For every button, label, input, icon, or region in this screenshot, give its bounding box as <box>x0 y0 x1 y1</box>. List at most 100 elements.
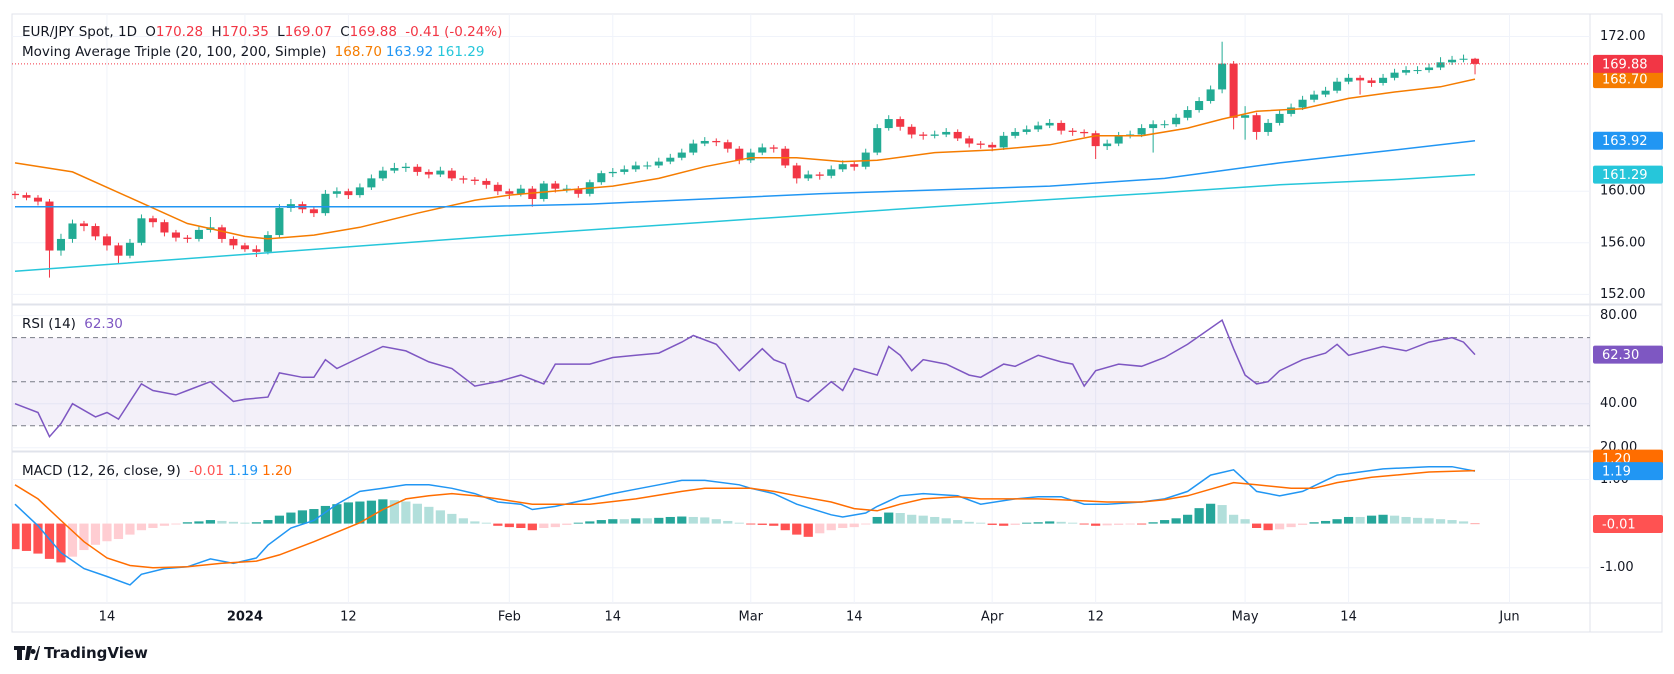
candle-body <box>332 191 341 194</box>
histogram-bar <box>550 523 560 528</box>
candle-body <box>263 235 272 252</box>
histogram-bar <box>769 523 779 526</box>
candle-body <box>1080 131 1089 134</box>
price-legend: EUR/JPY Spot, 1D O170.28 H170.35 L169.07… <box>22 24 506 40</box>
candle-body <box>1459 58 1468 60</box>
rsi-value: 62.30 <box>84 316 123 332</box>
candle-body <box>1425 67 1434 71</box>
histogram-bar <box>953 520 963 524</box>
histogram-bar <box>205 520 216 524</box>
candle-body <box>1011 131 1020 136</box>
candle-body <box>792 165 801 179</box>
histogram-bar <box>907 514 917 524</box>
candle-body <box>827 169 836 176</box>
histogram-bar <box>1240 519 1250 524</box>
histogram-bar <box>125 523 135 535</box>
histogram-bar <box>803 523 813 537</box>
ma-value: 163.92 <box>385 44 434 60</box>
candle-body <box>1390 72 1399 78</box>
histogram-bar <box>1102 523 1112 526</box>
indicator-line <box>15 139 1476 208</box>
y-tick-label: 152.00 <box>1600 287 1646 302</box>
change: -0.41 <box>405 24 441 40</box>
histogram-bar <box>1010 523 1020 525</box>
candle-body <box>344 191 353 196</box>
candle-body <box>620 169 629 172</box>
histogram-bar <box>493 523 503 526</box>
indicator-line <box>14 465 1476 586</box>
candle-body <box>735 148 744 161</box>
histogram-bar <box>642 518 652 524</box>
histogram-bar <box>136 523 147 531</box>
histogram-bar <box>1033 522 1043 524</box>
candle-body <box>102 236 111 246</box>
candle-body <box>1183 110 1192 118</box>
histogram-bar <box>366 500 376 524</box>
chart-border <box>11 13 1663 633</box>
histogram-bar <box>1447 520 1457 524</box>
candle-body <box>873 128 882 153</box>
candle-body <box>378 170 387 179</box>
candle-body <box>1229 63 1238 118</box>
histogram-bar <box>619 519 629 524</box>
histogram-bar <box>33 523 43 554</box>
histogram-bar <box>1194 508 1204 524</box>
price-badge <box>1593 462 1663 481</box>
candle-body <box>309 209 318 214</box>
histogram-bar <box>723 520 733 524</box>
histogram-bar <box>1160 520 1170 524</box>
x-tick-label: May <box>1232 610 1259 625</box>
histogram-bar <box>228 521 239 524</box>
candle-body <box>1356 77 1365 81</box>
histogram-bar <box>458 518 468 524</box>
candle-body <box>689 143 698 153</box>
histogram-bar <box>849 523 859 528</box>
histogram-bar <box>999 523 1009 526</box>
histogram-bar <box>389 500 399 524</box>
panel <box>12 306 1590 451</box>
candle-body <box>677 152 686 158</box>
price-badge-label: 168.70 <box>1602 73 1648 88</box>
x-tick-label: Apr <box>981 610 1004 625</box>
x-tick-label: Mar <box>738 610 763 625</box>
candle-body <box>171 232 180 238</box>
histogram-bar <box>435 510 445 524</box>
histogram-bar <box>941 518 951 524</box>
ohlc-value: 170.35 <box>221 24 269 40</box>
histogram-bar <box>665 516 675 524</box>
candle-body <box>712 140 721 143</box>
histogram-bar <box>1458 521 1469 524</box>
histogram-bar <box>378 499 388 524</box>
histogram-bar <box>355 501 365 524</box>
histogram-bar <box>700 517 710 524</box>
histogram-bar <box>1470 523 1480 525</box>
histogram-bar <box>884 512 894 524</box>
histogram-bar <box>1068 522 1078 524</box>
panel <box>12 453 1590 603</box>
candle-body <box>643 165 652 167</box>
candle-body <box>769 147 778 149</box>
histogram-bar <box>309 509 319 524</box>
candle-body <box>355 187 364 196</box>
candle-body <box>45 201 54 251</box>
candle-body <box>1471 58 1480 64</box>
x-tick-label: 14 <box>605 610 622 625</box>
candle-body <box>321 193 330 214</box>
candle-body <box>12 193 20 196</box>
candle-body <box>999 135 1008 148</box>
candle-body <box>22 195 31 198</box>
histogram-bar <box>596 520 606 524</box>
histogram-bar <box>44 523 55 559</box>
candle-body <box>217 227 226 239</box>
candle-body <box>1045 122 1054 126</box>
candle-body <box>965 138 974 144</box>
histogram-bar <box>608 519 618 524</box>
candle-body <box>367 178 376 188</box>
candle-body <box>528 188 537 199</box>
histogram-bar <box>516 523 526 528</box>
histogram-bar <box>194 521 204 524</box>
candle-body <box>413 166 422 172</box>
histogram-bar <box>1320 520 1331 524</box>
candle-body <box>1057 122 1066 131</box>
